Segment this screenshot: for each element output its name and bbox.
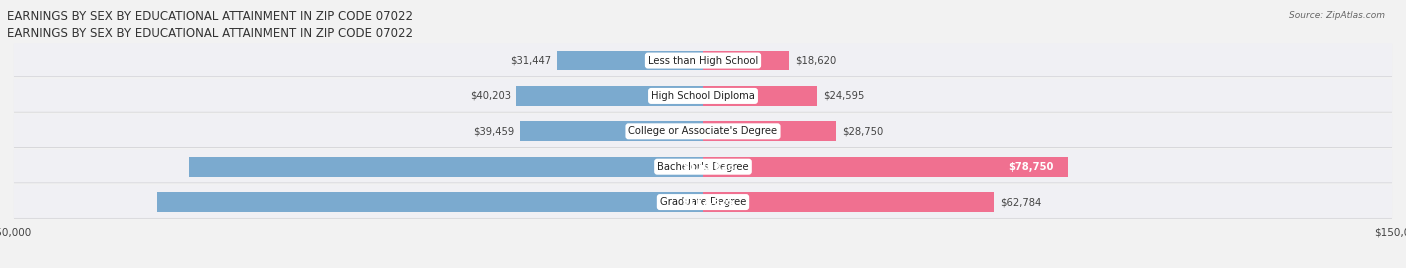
FancyBboxPatch shape [14, 44, 1392, 77]
Text: High School Diploma: High School Diploma [651, 91, 755, 101]
Bar [703, 157, 1069, 177]
Text: Less than High School: Less than High School [648, 55, 758, 66]
Text: College or Associate's Degree: College or Associate's Degree [628, 126, 778, 136]
Bar [703, 121, 837, 141]
Text: Source: ZipAtlas.com: Source: ZipAtlas.com [1289, 11, 1385, 20]
FancyBboxPatch shape [14, 150, 1392, 183]
Text: $31,447: $31,447 [510, 55, 551, 66]
Bar [157, 192, 703, 212]
FancyBboxPatch shape [14, 115, 1392, 148]
Text: Graduate Degree: Graduate Degree [659, 197, 747, 207]
FancyBboxPatch shape [14, 186, 1392, 218]
FancyBboxPatch shape [14, 43, 1392, 76]
Bar [703, 86, 817, 106]
FancyBboxPatch shape [14, 114, 1392, 147]
Text: $110,833: $110,833 [682, 162, 735, 172]
Text: $62,784: $62,784 [1000, 197, 1040, 207]
Text: Bachelor's Degree: Bachelor's Degree [657, 162, 749, 172]
Bar [703, 192, 994, 212]
Text: $117,625: $117,625 [681, 197, 734, 207]
Text: $18,620: $18,620 [794, 55, 837, 66]
Text: EARNINGS BY SEX BY EDUCATIONAL ATTAINMENT IN ZIP CODE 07022: EARNINGS BY SEX BY EDUCATIONAL ATTAINMEN… [7, 10, 413, 23]
Bar [188, 157, 703, 177]
Bar [557, 51, 703, 70]
Bar [520, 121, 703, 141]
Text: $24,595: $24,595 [823, 91, 865, 101]
Bar [516, 86, 703, 106]
Text: $78,750: $78,750 [1008, 162, 1053, 172]
Bar [703, 51, 789, 70]
Text: $28,750: $28,750 [842, 126, 883, 136]
FancyBboxPatch shape [14, 149, 1392, 183]
FancyBboxPatch shape [14, 185, 1392, 218]
Text: $40,203: $40,203 [470, 91, 510, 101]
FancyBboxPatch shape [14, 80, 1392, 112]
FancyBboxPatch shape [14, 79, 1392, 112]
Text: EARNINGS BY SEX BY EDUCATIONAL ATTAINMENT IN ZIP CODE 07022: EARNINGS BY SEX BY EDUCATIONAL ATTAINMEN… [7, 27, 413, 40]
Text: $39,459: $39,459 [472, 126, 515, 136]
